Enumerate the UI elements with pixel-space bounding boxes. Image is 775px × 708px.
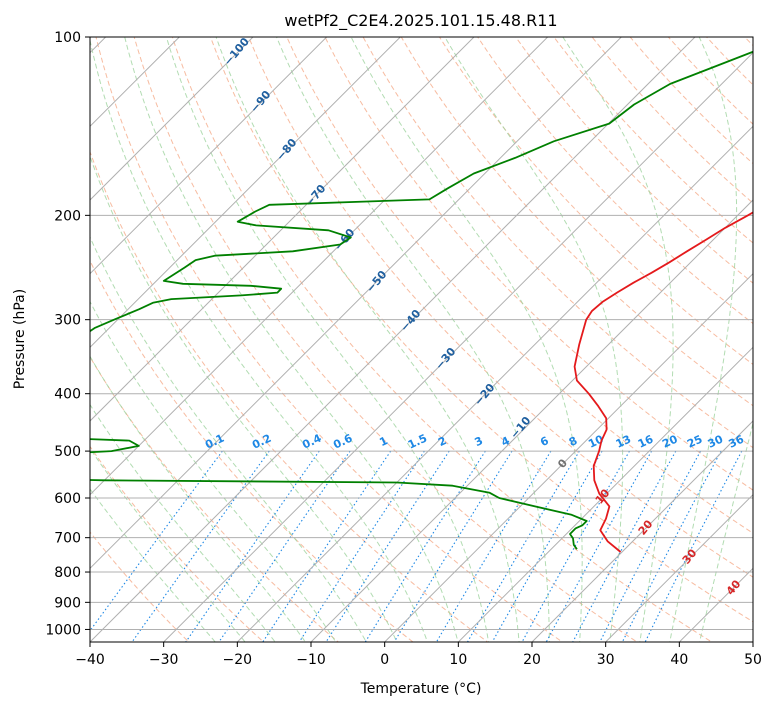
mixing-ratio-label: 16 <box>636 432 656 450</box>
x-tick-label: −30 <box>149 652 179 668</box>
x-tick-label: −40 <box>75 652 105 668</box>
mixing-ratio-line <box>435 450 552 642</box>
mixing-ratio-line <box>131 450 270 642</box>
y-tick-label: 400 <box>54 387 81 403</box>
dry-adiabat <box>248 37 753 578</box>
x-axis-label: Temperature (°C) <box>360 681 482 697</box>
isotherm <box>457 346 753 642</box>
isotherm <box>90 37 623 570</box>
isotherm <box>310 199 753 642</box>
x-axis: −40 −30 −20 −10 0 10 20 30 40 50 <box>75 642 762 668</box>
series-line-2 <box>90 50 753 550</box>
isotherms <box>90 37 753 642</box>
x-tick-label: 40 <box>670 652 688 668</box>
mixing-ratio-line <box>298 450 425 642</box>
mixing-ratio-line <box>262 450 392 642</box>
sounding-series <box>90 50 753 553</box>
y-axis-label: Pressure (hPa) <box>12 289 28 389</box>
y-tick-label: 600 <box>54 491 81 507</box>
moist-adiabat <box>90 235 367 642</box>
plot-frame <box>89 36 754 643</box>
y-tick-label: 1000 <box>45 622 81 638</box>
mixing-ratio-line <box>218 450 351 642</box>
y-tick-label: 500 <box>54 444 81 460</box>
plot-area: −100−90−80−70−60−50−40−30−20−100.1 0.2 0.4… <box>90 37 753 642</box>
isotherm <box>383 272 753 642</box>
mixing-ratio-line <box>572 450 677 642</box>
isotherm <box>90 37 254 201</box>
x-tick-label: 20 <box>523 652 541 668</box>
y-tick-label: 900 <box>54 595 81 611</box>
x-tick-label: −10 <box>296 652 326 668</box>
x-tick-label: −20 <box>223 652 253 668</box>
mixing-ratio-line <box>491 450 603 642</box>
isotherm <box>90 37 475 422</box>
isotherm <box>90 37 328 275</box>
x-tick-label: 30 <box>597 652 615 668</box>
dry-adiabat <box>629 37 753 165</box>
isobars <box>90 37 753 630</box>
moist-adiabat <box>562 37 674 642</box>
mixing-ratio-label: 36 <box>727 432 747 450</box>
isotherm <box>162 51 753 642</box>
series-line-1 <box>573 211 753 553</box>
isotherm <box>90 37 696 642</box>
moist-adiabat <box>90 355 307 642</box>
chart-title: wetPf2_C2E4.2025.101.15.48.R11 <box>284 11 557 31</box>
mixing-ratio-label: 25 <box>685 433 704 451</box>
mixing-ratio-line <box>364 450 486 642</box>
moist-adiabat <box>215 37 520 642</box>
isotherm <box>90 37 549 496</box>
dry-adiabat <box>133 37 639 642</box>
isotherm <box>90 37 181 128</box>
y-tick-label: 700 <box>54 531 81 547</box>
x-tick-label: 50 <box>744 652 762 668</box>
dry-adiabat <box>400 37 753 407</box>
mixing-ratio-label: 13 <box>614 433 633 451</box>
y-axis: 100 200 300 400 500 600 700 800 900 1000 <box>45 30 90 638</box>
y-tick-label: 800 <box>54 565 81 581</box>
y-tick-label: 100 <box>54 30 81 46</box>
x-tick-label: 0 <box>380 652 389 668</box>
mixing-ratio-label: 30 <box>706 432 726 450</box>
mixing-ratio-label: 20 <box>660 432 680 450</box>
dry-adiabat <box>286 37 753 534</box>
dry-adiabat <box>515 37 753 284</box>
moist-adiabat <box>669 37 738 642</box>
mixing-ratio-line <box>521 450 630 642</box>
mixing-ratio-line <box>185 450 320 642</box>
y-tick-label: 300 <box>54 313 81 329</box>
y-tick-label: 200 <box>54 208 81 224</box>
dry-adiabat <box>90 445 265 642</box>
dry-adiabat <box>95 37 564 642</box>
x-tick-label: 10 <box>449 652 467 668</box>
isotherm <box>531 420 753 642</box>
isotherm <box>604 493 753 642</box>
mixing-ratio-line <box>545 450 653 642</box>
dry-adiabat <box>438 37 753 365</box>
isotherm <box>236 125 753 642</box>
